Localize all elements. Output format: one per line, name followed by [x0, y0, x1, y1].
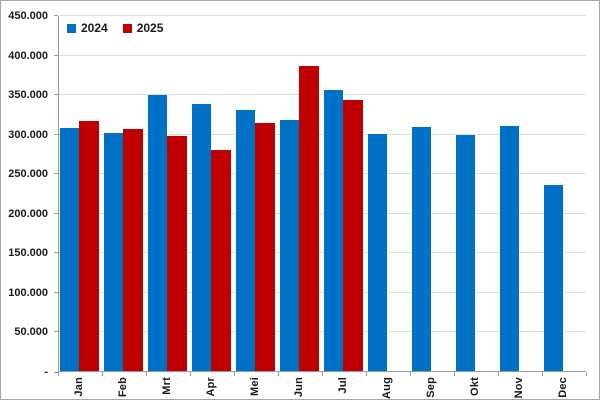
x-tick-mark [542, 372, 543, 376]
bar-2024-dec [543, 185, 563, 371]
bar-2025-jul [343, 99, 363, 371]
x-axis-label-jan: Jan [73, 377, 85, 397]
y-tick-mark [54, 291, 58, 293]
x-tick-mark [322, 372, 323, 376]
bar-2024-feb [103, 132, 123, 371]
x-axis-label-okt: Okt [469, 377, 481, 396]
y-gridline [59, 15, 586, 16]
bar-2024-mei [235, 109, 255, 371]
y-gridline [59, 133, 586, 135]
y-tick-mark [54, 54, 58, 56]
y-tick-label: 350.000 [8, 89, 48, 102]
bar-2025-mrt [167, 136, 187, 371]
y-tick-mark [54, 252, 58, 254]
y-gridline [59, 331, 586, 333]
y-gridline [59, 54, 586, 56]
bar-2025-jan [79, 121, 99, 371]
y-tick-mark [54, 94, 58, 96]
y-tick-label: 450.000 [8, 10, 48, 22]
x-tick-mark [146, 372, 147, 376]
y-gridline [59, 173, 586, 175]
x-axis-label-aug: Aug [381, 377, 393, 399]
y-tick-mark [54, 331, 58, 333]
y-gridline [59, 94, 586, 96]
y-tick-mark [54, 15, 58, 16]
y-tick-mark [54, 212, 58, 214]
legend-item-2024: 2024 [67, 21, 108, 35]
x-axis-label-nov: Nov [513, 377, 525, 399]
bar-2024-apr [191, 103, 211, 371]
x-tick-mark [586, 372, 587, 376]
y-tick-mark [54, 372, 58, 373]
y-tick-mark [54, 133, 58, 135]
legend: 2024 2025 [67, 21, 163, 35]
x-axis-label-apr: Apr [205, 377, 217, 397]
y-tick-label: 250.000 [8, 168, 48, 181]
legend-label-2025: 2025 [136, 21, 164, 35]
y-tick-label: 200.000 [8, 207, 48, 220]
legend-swatch-2025 [122, 23, 132, 33]
y-tick-label: 100.000 [8, 286, 48, 299]
bar-2025-jun [299, 66, 319, 371]
bar-2024-nov [499, 125, 519, 371]
bar-2024-aug [367, 133, 387, 371]
y-tick-label: - [44, 366, 48, 378]
x-axis-label-mrt: Mrt [161, 377, 173, 395]
x-axis-label-sep: Sep [425, 377, 437, 398]
x-axis-label-jul: Jul [337, 377, 349, 394]
bar-2024-jan [59, 128, 79, 371]
x-axis-label-dec: Dec [557, 377, 569, 398]
y-tick-mark [54, 173, 58, 175]
x-tick-mark [410, 372, 411, 376]
y-tick-label: 300.000 [8, 128, 48, 141]
x-tick-mark [234, 372, 235, 376]
legend-label-2024: 2024 [81, 21, 108, 35]
x-tick-mark [190, 372, 191, 376]
y-tick-label: 150.000 [8, 247, 48, 260]
bar-2024-jul [323, 90, 343, 371]
plot-area [58, 15, 586, 372]
x-tick-mark [366, 372, 367, 376]
bar-2025-apr [211, 149, 231, 371]
bar-2024-jun [279, 120, 299, 371]
x-axis-label-mei: Mei [249, 377, 261, 396]
bar-2024-sep [411, 126, 431, 371]
x-axis-label-jun: Jun [293, 377, 305, 398]
bar-2024-okt [455, 135, 475, 371]
x-tick-mark [498, 372, 499, 376]
x-tick-mark [58, 372, 59, 376]
y-gridline [59, 212, 586, 214]
legend-item-2025: 2025 [122, 21, 164, 35]
y-tick-label: 50.000 [14, 326, 48, 339]
bar-2025-mei [255, 123, 275, 371]
bar-2024-mrt [147, 94, 167, 371]
y-gridline [59, 252, 586, 254]
bar-2025-feb [123, 128, 143, 371]
x-tick-mark [454, 372, 455, 376]
legend-swatch-2024 [67, 23, 76, 33]
x-tick-mark [278, 372, 279, 376]
y-tick-label: 400.000 [8, 49, 48, 62]
y-gridline [59, 291, 586, 293]
x-axis-label-feb: Feb [117, 377, 129, 398]
x-tick-mark [102, 372, 103, 376]
